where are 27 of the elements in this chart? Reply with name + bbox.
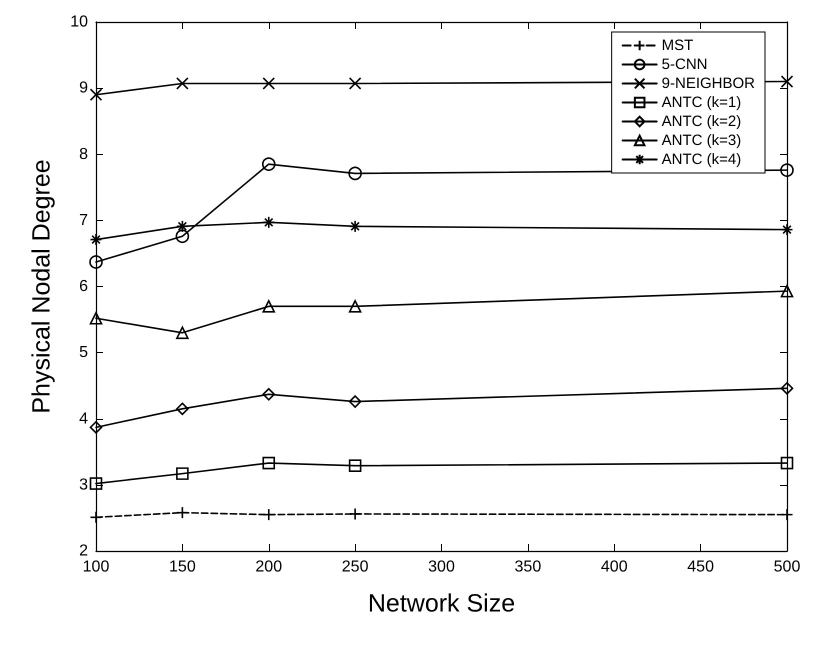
y-tick-label: 5 bbox=[79, 344, 88, 362]
legend-label: 5-CNN bbox=[662, 56, 708, 73]
legend-label: MST bbox=[662, 37, 694, 54]
x-tick-label: 500 bbox=[774, 558, 800, 576]
legend-label: ANTC (k=4) bbox=[662, 151, 742, 168]
x-tick-label: 450 bbox=[687, 558, 714, 576]
y-tick-label: 2 bbox=[79, 542, 88, 560]
x-tick-label: 100 bbox=[82, 558, 110, 576]
y-tick-label: 9 bbox=[79, 80, 88, 97]
y-tick-label: 6 bbox=[79, 278, 88, 295]
y-tick-label: 8 bbox=[79, 146, 88, 163]
y-tick-label: 10 bbox=[70, 14, 88, 30]
legend-label: ANTC (k=3) bbox=[662, 132, 742, 149]
x-tick-label: 150 bbox=[169, 558, 196, 576]
y-tick-label: 7 bbox=[79, 212, 88, 229]
y-axis-title: Physical Nodal Degree bbox=[28, 159, 56, 414]
x-tick-label: 350 bbox=[514, 558, 542, 576]
legend-label: 9-NEIGHBOR bbox=[662, 75, 756, 92]
y-tick-label: 3 bbox=[79, 476, 88, 494]
y-tick-label: 4 bbox=[79, 410, 88, 428]
legend-label: ANTC (k=2) bbox=[662, 113, 742, 130]
x-tick-label: 400 bbox=[600, 558, 628, 576]
x-tick-label: 200 bbox=[255, 558, 282, 576]
x-axis-title: Network Size bbox=[368, 590, 516, 618]
legend-label: ANTC (k=1) bbox=[662, 94, 742, 111]
x-tick-label: 300 bbox=[428, 558, 455, 576]
x-tick-label: 250 bbox=[342, 558, 369, 576]
